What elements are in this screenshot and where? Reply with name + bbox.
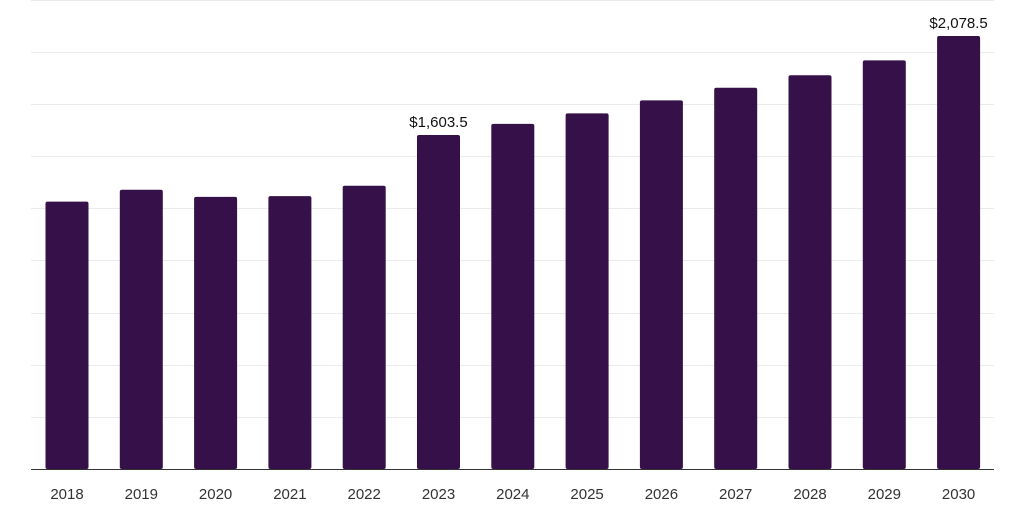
x-tick-label-2024: 2024	[496, 486, 529, 503]
x-tick-label-2027: 2027	[719, 486, 752, 503]
x-tick-label-2023: 2023	[422, 486, 455, 503]
data-labels: $1,603.5 $2,078.5	[409, 15, 987, 131]
bar-2026	[639, 100, 683, 470]
x-tick-label-2028: 2028	[793, 486, 826, 503]
x-tick-label-2019: 2019	[125, 486, 158, 503]
x-tick-label-2026: 2026	[645, 486, 678, 503]
bar-2020	[194, 196, 238, 469]
x-tick-label-2030: 2030	[942, 486, 975, 503]
data-label-2030: $2,078.5	[929, 15, 987, 32]
bar-2024	[491, 123, 535, 470]
x-tick-label-2022: 2022	[348, 486, 381, 503]
data-label-2023: $1,603.5	[409, 114, 467, 131]
bar-2019	[119, 189, 163, 470]
bar-2028	[788, 75, 832, 469]
bar-2018	[45, 201, 89, 469]
bar-2021	[268, 196, 312, 469]
bar-2022	[342, 185, 386, 470]
bar-2029	[862, 60, 906, 470]
x-tick-label-2029: 2029	[868, 486, 901, 503]
x-tick-label-2020: 2020	[199, 486, 232, 503]
bar-2023	[417, 135, 460, 469]
x-tick-label-2018: 2018	[50, 486, 83, 503]
bar-2030	[937, 36, 981, 469]
x-tick-label-2021: 2021	[273, 486, 306, 503]
bar-2027	[714, 87, 758, 470]
x-tick-label-2025: 2025	[570, 486, 603, 503]
bars	[45, 36, 981, 470]
x-tick-labels: 2018 2019 2020 2021 2022 2023 2024 2025 2026 2027…	[50, 486, 975, 503]
bar-2025	[565, 113, 609, 470]
